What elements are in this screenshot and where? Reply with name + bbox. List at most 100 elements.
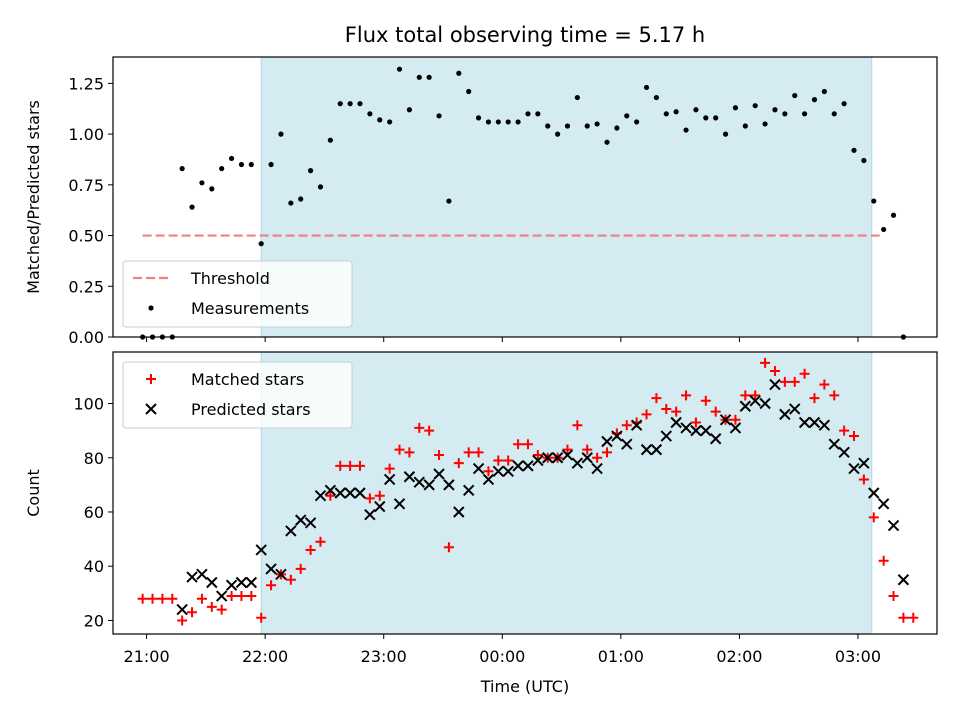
data-point — [740, 390, 751, 401]
data-point — [630, 419, 643, 431]
data-point — [673, 109, 679, 115]
data-point — [641, 409, 652, 420]
data-point — [574, 94, 580, 101]
data-point — [482, 473, 495, 486]
data-point — [887, 519, 900, 532]
x-tick-label: 01:00 — [598, 647, 644, 666]
data-point — [719, 414, 732, 426]
data-point — [782, 111, 788, 117]
data-point — [713, 115, 719, 121]
data-point — [739, 400, 752, 412]
data-point — [238, 161, 245, 168]
data-point — [298, 196, 304, 202]
data-point — [355, 460, 366, 471]
data-point — [317, 184, 324, 190]
data-point — [680, 422, 692, 434]
data-point — [288, 200, 294, 206]
data-point — [839, 425, 850, 436]
data-point — [436, 113, 442, 119]
data-point — [897, 574, 910, 586]
data-point — [266, 580, 277, 591]
data-point — [651, 393, 662, 404]
data-point — [851, 147, 857, 153]
data-point — [811, 97, 818, 103]
data-point — [779, 408, 791, 421]
data-point — [278, 131, 284, 137]
data-point — [819, 379, 830, 390]
data-point — [742, 123, 748, 129]
data-point — [858, 457, 870, 469]
data-point — [829, 390, 840, 401]
data-point — [868, 487, 880, 499]
data-point — [634, 119, 640, 125]
data-point — [406, 107, 413, 113]
data-point — [561, 449, 574, 461]
data-point — [650, 443, 663, 456]
data-point — [453, 506, 465, 518]
data-point — [196, 593, 207, 604]
data-point — [147, 593, 158, 604]
legend-box — [122, 260, 353, 328]
data-point — [315, 536, 326, 547]
data-point — [186, 571, 198, 583]
y-tick-label: 100 — [73, 395, 104, 414]
data-point — [374, 500, 386, 513]
data-point — [760, 357, 771, 368]
data-point — [592, 452, 603, 463]
data-point — [522, 460, 534, 472]
series-predicted-stars — [176, 378, 910, 616]
data-point — [690, 417, 701, 428]
data-point — [792, 92, 798, 99]
data-point — [821, 88, 827, 95]
legend-marker — [145, 403, 157, 415]
chart-title: Flux total observing time = 5.17 h — [345, 23, 705, 47]
data-point — [542, 452, 554, 464]
y-tick-label: 0.75 — [68, 176, 104, 195]
legend-label: Matched stars — [191, 370, 304, 389]
data-point — [503, 455, 514, 466]
data-point — [387, 119, 393, 125]
series-measurements — [140, 66, 907, 340]
data-point — [532, 454, 544, 467]
data-point — [383, 473, 396, 486]
data-point — [137, 593, 148, 604]
x-tick-label: 03:00 — [835, 647, 881, 666]
data-point — [177, 615, 188, 626]
x-tick-label: 02:00 — [716, 647, 762, 666]
data-point — [305, 544, 316, 555]
data-point — [562, 444, 573, 455]
data-point — [314, 490, 327, 502]
data-point — [522, 439, 533, 450]
data-point — [393, 498, 406, 510]
data-point — [505, 119, 511, 125]
data-point — [327, 137, 333, 143]
data-point — [703, 115, 709, 121]
data-point — [700, 424, 712, 437]
data-point — [324, 484, 337, 496]
data-point — [749, 395, 761, 407]
data-point — [275, 568, 287, 581]
data-point — [683, 127, 689, 133]
data-point — [424, 425, 435, 436]
data-point — [443, 479, 455, 491]
data-point — [206, 576, 218, 589]
data-point — [304, 517, 317, 529]
data-point — [582, 444, 593, 455]
data-point — [671, 406, 682, 417]
axes-frame — [112, 56, 938, 338]
data-point — [453, 458, 464, 469]
data-point — [228, 155, 235, 162]
data-point — [347, 101, 353, 107]
data-point — [594, 121, 600, 127]
data-point — [246, 591, 257, 602]
data-point — [871, 198, 877, 204]
data-point — [611, 430, 623, 442]
data-point — [769, 378, 781, 391]
data-point — [483, 466, 494, 477]
data-point — [858, 474, 869, 485]
data-point — [367, 111, 373, 117]
y-tick-label: 20 — [84, 611, 104, 630]
y-tick-label: 80 — [84, 449, 104, 468]
data-point — [384, 463, 395, 474]
